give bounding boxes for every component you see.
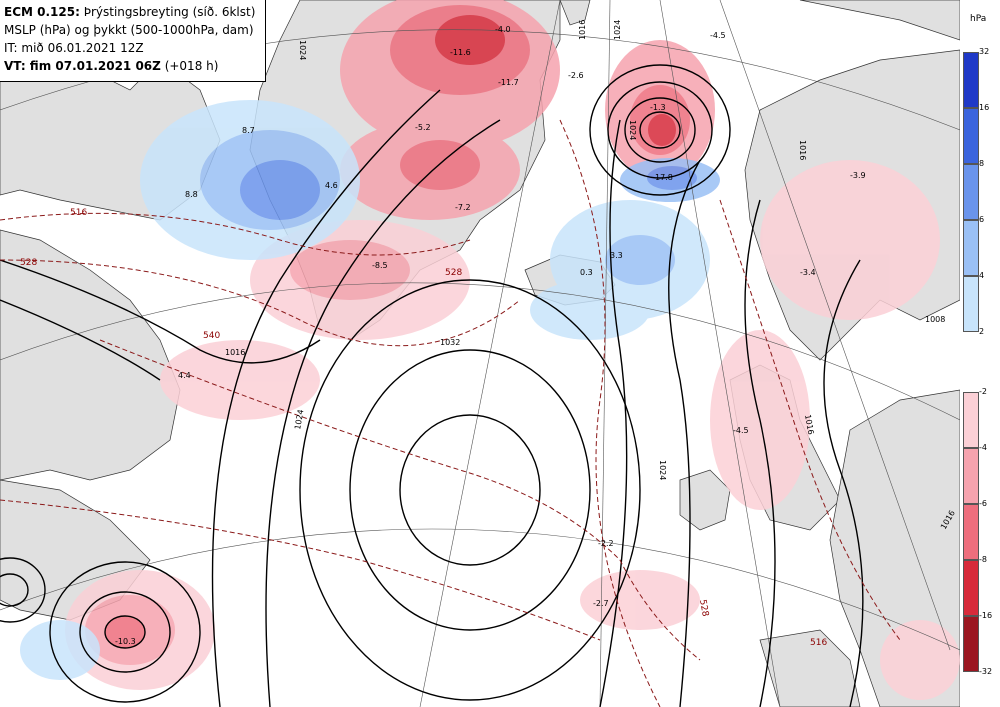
legend-swatch [963,220,979,276]
legend-swatch [963,164,979,220]
legend-swatch [963,616,979,672]
legend-tick: 32 [979,47,990,56]
change-label: -2.6 [568,71,584,80]
legend-tick: -2 [979,387,987,396]
change-label: -1.3 [650,103,666,112]
thickness-label: 516 [70,208,87,218]
legend-tick: 2 [979,327,985,336]
thickness-lines [0,119,901,707]
change-label: 8.7 [242,126,255,135]
change-label: -4.5 [733,426,749,435]
isobar-label: 1024 [613,20,622,40]
legend-tick: -32 [979,667,993,676]
isobar-label: 1024 [298,40,307,60]
legend-swatch [963,560,979,616]
pressure-rise [20,100,720,680]
thickness-label: 516 [810,638,827,648]
change-label: -2.2 [598,539,614,548]
legend-tick: -4 [979,443,987,452]
thickness-label: 528 [697,599,710,618]
weather-map: 1024 1016 1024 1032 1024 1016 1024 1016 … [0,0,960,707]
change-label: -7.2 [455,203,471,212]
isobar-label: 1024 [628,120,637,140]
legend-swatch [963,52,979,108]
change-label: -10.3 [115,637,136,646]
header-line1: ECM 0.125: Þrýstingsbreyting (síð. 6klst… [4,5,256,19]
legend-swatch [963,276,979,332]
change-label: -2.7 [593,599,609,608]
thickness-label: 528 [20,258,37,268]
isobar-label: 1016 [803,414,815,436]
change-label: -11.6 [450,48,471,57]
isobars [0,64,864,707]
change-label: -4.0 [495,25,511,34]
legend-tick: 16 [979,103,990,112]
thickness-label: 528 [445,268,462,278]
change-label: 8.8 [185,190,198,199]
change-label: 0.3 [580,268,593,277]
change-label: -3.4 [800,268,816,277]
map-header: ECM 0.125: Þrýstingsbreyting (síð. 6klst… [0,0,266,82]
legend-unit: hPa [970,14,987,24]
legend-swatch [963,108,979,164]
isobar-label: 1024 [658,460,667,480]
legend-tick: -6 [979,499,987,508]
thickness-labels: 516 528 540 528 516 528 [20,208,827,648]
isobar-labels: 1024 1016 1024 1032 1024 1016 1024 1016 … [225,20,957,531]
legend-tick: 6 [979,215,985,224]
thickness-label: 540 [203,331,220,341]
change-label: 3.3 [610,251,623,260]
isobar-label: 1032 [440,338,460,347]
legend-swatch [963,448,979,504]
header-line2: MSLP (hPa) og þykkt (500-1000hPa, dam) [4,23,254,37]
change-label: 17.8 [655,173,673,182]
header-line4: VT: fim 07.01.2021 06Z (+018 h) [4,59,219,73]
change-label: -11.7 [498,78,519,87]
legend-swatch [963,392,979,448]
isobar-label: 1008 [925,315,945,324]
change-label: 4.4 [178,371,191,380]
map-canvas: 1024 1016 1024 1032 1024 1016 1024 1016 … [0,0,960,707]
isobar-label: 1016 [798,140,807,160]
legend-tick: -8 [979,555,987,564]
color-legend: hPa 32 16 8 6 4 2 -2 -4 -6 -8 -16 -32 [960,0,1000,707]
legend-tick: 4 [979,271,985,280]
legend-swatch [963,504,979,560]
change-label: 4.6 [325,181,338,190]
isobar-label: 1016 [225,348,245,357]
change-label: -8.5 [372,261,388,270]
legend-tick: 8 [979,159,985,168]
header-line3: IT: mið 06.01.2021 12Z [4,41,144,55]
pressure-fall [65,0,960,700]
legend-tick: -16 [979,611,993,620]
change-label: -5.2 [415,123,431,132]
change-labels: -4.0 -11.6 -11.7 -5.2 -2.6 -8.5 -4.5 4.6… [115,25,866,646]
change-label: -4.5 [710,31,726,40]
change-label: -3.9 [850,171,866,180]
isobar-label: 1016 [578,20,587,40]
graticule [0,0,960,707]
isobar-label: 1024 [293,409,305,431]
